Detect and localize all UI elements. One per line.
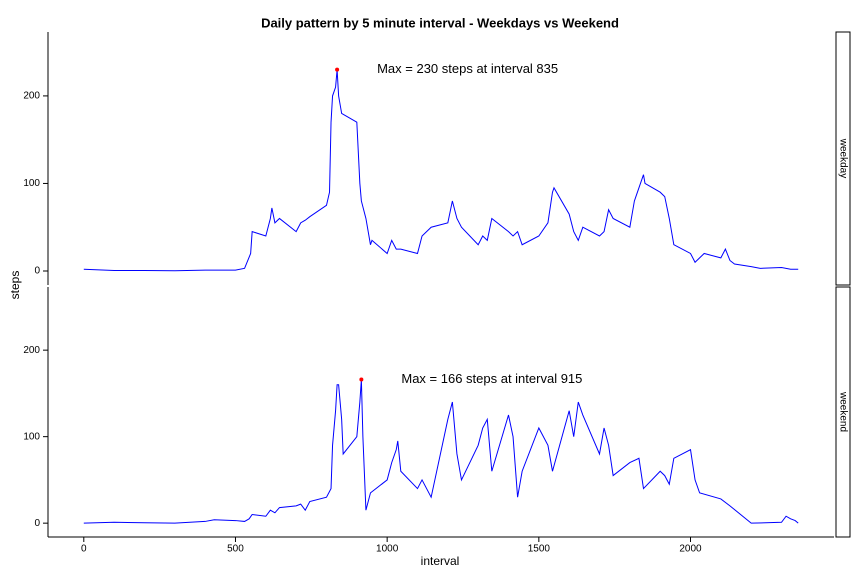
y-tick-label: 200 [23, 345, 40, 356]
strip [835, 31, 851, 286]
y-tick-label: 100 [23, 431, 40, 442]
y-axis-label: steps [8, 271, 22, 300]
strip [835, 286, 851, 538]
max-point [359, 377, 364, 382]
y-tick-label: 0 [34, 266, 40, 277]
strip-label: weekday [837, 138, 848, 178]
x-axis-label: interval [421, 554, 460, 568]
x-tick-label: 0 [81, 544, 87, 555]
data-line [83, 379, 799, 524]
y-tick-label: 100 [23, 178, 40, 189]
chart-title: Daily pattern by 5 minute interval - Wee… [261, 15, 619, 30]
data-line [83, 69, 799, 272]
strip-label: weekend [837, 391, 848, 432]
y-tick-label: 200 [23, 91, 40, 102]
annotation: Max = 166 steps at interval 915 [401, 371, 582, 386]
annotation: Max = 230 steps at interval 835 [377, 61, 558, 76]
max-point [335, 67, 340, 72]
x-tick-label: 1000 [376, 544, 399, 555]
x-tick-label: 1500 [528, 544, 551, 555]
x-tick-label: 500 [227, 544, 244, 555]
x-tick-label: 2000 [679, 544, 702, 555]
y-tick-label: 0 [34, 518, 40, 529]
